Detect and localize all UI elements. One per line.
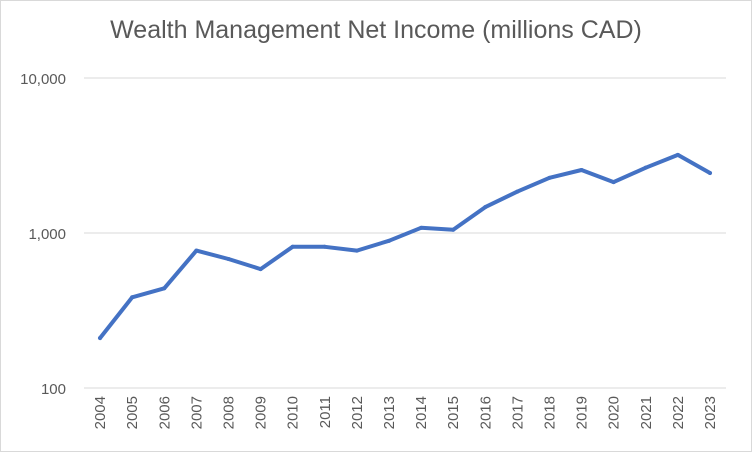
x-tick-label: 2006 [156, 396, 173, 429]
x-tick-label: 2004 [92, 396, 109, 429]
data-point [611, 180, 616, 185]
x-tick-label: 2008 [220, 396, 237, 429]
x-tick-labels: 2004 2005 2006 2007 2008 2009 2010 2011 2012 2013… [92, 396, 719, 429]
data-point [290, 244, 295, 249]
x-tick-label: 2020 [606, 396, 623, 429]
data-point [258, 267, 263, 272]
x-tick-label: 2016 [477, 396, 494, 429]
y-tick-label: 100 [41, 381, 66, 398]
x-tick-label: 2010 [285, 396, 302, 429]
data-point [130, 295, 135, 300]
x-tick-label: 2007 [188, 396, 205, 429]
data-point [579, 167, 584, 172]
x-tick-label: 2012 [349, 396, 366, 429]
data-point [451, 227, 456, 232]
x-tick-label: 2015 [445, 396, 462, 429]
series-layer [98, 152, 712, 341]
y-tick-label: 1,000 [28, 226, 66, 243]
series-line [98, 152, 712, 341]
x-tick-label: 2018 [541, 396, 558, 429]
x-tick-label: 2011 [317, 396, 334, 428]
gridlines [84, 77, 726, 234]
data-point [515, 189, 520, 194]
data-point [98, 336, 103, 341]
data-point [194, 248, 199, 253]
data-point [707, 170, 712, 175]
x-tick-label: 2022 [670, 396, 687, 429]
x-tick-label: 2023 [702, 396, 719, 429]
x-tick-label: 2009 [253, 396, 270, 429]
data-point [483, 205, 488, 210]
chart-title: Wealth Management Net Income (millions C… [110, 16, 642, 44]
x-tick-label: 2019 [574, 396, 591, 429]
x-tick-label: 2014 [413, 396, 430, 429]
y-axis: 100 1,000 10,000 [20, 71, 66, 398]
x-tick-label: 2017 [509, 396, 526, 429]
data-point [226, 256, 231, 261]
data-point [547, 175, 552, 180]
y-tick-label: 10,000 [20, 71, 66, 88]
x-tick-label: 2005 [124, 396, 141, 429]
data-point [643, 165, 648, 170]
data-point [354, 248, 359, 253]
x-tick-label: 2013 [381, 396, 398, 429]
data-point [419, 225, 424, 230]
data-point [162, 286, 167, 291]
data-point [322, 244, 327, 249]
data-point [675, 152, 680, 157]
data-point [386, 238, 391, 243]
x-tick-label: 2021 [638, 396, 655, 429]
